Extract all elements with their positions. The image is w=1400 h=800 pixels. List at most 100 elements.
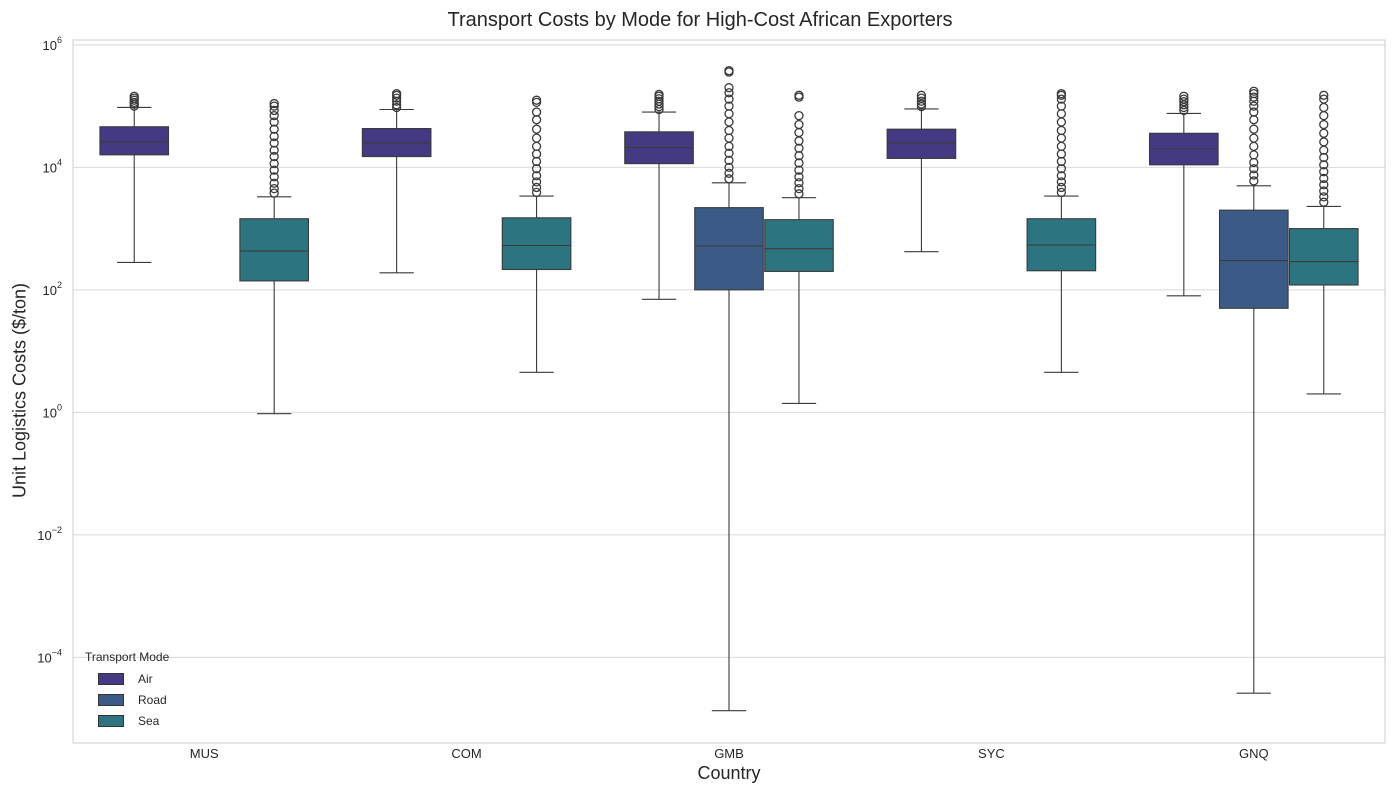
outlier-point [1249,176,1259,186]
outlier-point [1319,119,1329,130]
x-tick-label-mus: MUS [190,746,219,761]
outlier-point [1056,182,1067,193]
outlier-point [1249,88,1259,99]
outlier-point [724,155,734,166]
outlier-point [531,164,542,174]
outlier-point [1249,133,1259,143]
outlier-point [1319,152,1329,163]
outlier-point [794,183,804,194]
x-tick-label-gnq: GNQ [1239,746,1269,761]
box-road-gnq [1218,86,1289,694]
outlier-point [724,148,734,158]
outlier-point [269,188,279,198]
outlier-point [724,168,734,178]
x-tick-label-gmb: GMB [714,746,744,761]
outlier-point [1249,86,1259,96]
legend-swatch-road [98,693,124,706]
outlier-point [724,117,734,127]
outlier-point [269,124,279,134]
legend-title: Transport Mode [85,650,170,664]
outlier-point [531,107,542,117]
box-body [501,217,572,271]
outlier-point [794,189,804,199]
outlier-point [269,158,279,169]
box-road-gmb [694,65,764,712]
plot-frame [72,39,1386,744]
box-body [99,126,170,156]
outlier-point [391,100,402,110]
outlier-point [1249,150,1259,160]
outlier-point [269,105,279,116]
outlier-point [1249,170,1259,180]
outlier-point [1056,94,1067,104]
box-body [886,128,957,159]
legend-item-sea: Sea [98,710,169,731]
outlier-point [391,102,402,113]
x-axis-label: Country [697,763,761,783]
outlier-point [1319,137,1329,147]
outlier-point [1319,186,1329,196]
box-air-com [361,88,432,274]
outlier-point [531,115,542,125]
outlier-point [269,101,279,111]
outlier-point [794,127,804,138]
outlier-point [1319,94,1329,104]
x-tick-label-syc: SYC [978,746,1005,761]
outlier-point [1319,110,1329,121]
outlier-point [1179,91,1189,101]
outlier-point [269,145,279,155]
outlier-point [1249,141,1259,152]
outlier-point [269,117,279,127]
y-tick-label: 10−2 [37,525,62,543]
outlier-point [724,101,734,111]
outlier-point [1319,102,1329,113]
outlier-point [794,172,804,182]
outlier-point [1179,94,1189,104]
outlier-point [724,109,734,119]
box-body [1218,209,1289,309]
outlier-point [531,124,542,134]
outlier-point [654,96,664,106]
outlier-point [269,110,279,121]
outlier-point [1056,187,1067,198]
y-tick-label: 102 [43,280,62,298]
box-body [764,219,834,272]
outlier-point [269,172,279,182]
outlier-point [269,165,279,175]
outlier-point [794,143,804,153]
y-tick-label: 100 [43,402,62,420]
outlier-point [531,95,542,105]
legend-swatch-air [98,672,124,685]
outlier-point [1056,171,1067,181]
x-tick-labels: MUS COM GMB SYC GNQ [190,746,1269,761]
outlier-point [916,93,927,103]
legend-item-air: Air [98,668,169,689]
x-tick-label-com: COM [451,746,481,761]
outlier-point [724,83,734,93]
outlier-point [1249,101,1259,111]
outlier-point [1056,133,1067,143]
outlier-point [794,119,804,130]
box-body [694,207,764,291]
outlier-point [1249,92,1259,102]
outlier-point [724,125,734,136]
outlier-point [724,88,734,98]
outlier-point [391,88,402,99]
box-air-mus [99,91,170,264]
outlier-point [1319,90,1329,100]
outlier-point [1056,88,1067,99]
legend-swatch-sea [98,714,124,727]
box-body [1288,228,1359,286]
box-sea-gnq [1288,90,1359,395]
outlier-point [391,93,402,103]
outlier-point [794,158,804,168]
outlier-point [531,177,542,187]
outlier-point [654,89,664,100]
outlier-point [794,90,804,100]
box-series [99,65,1359,712]
y-tick-label: 106 [43,35,62,53]
outlier-point [531,182,542,193]
box-body [239,218,310,282]
box-sea-com [501,95,572,373]
outlier-point [1319,173,1329,184]
